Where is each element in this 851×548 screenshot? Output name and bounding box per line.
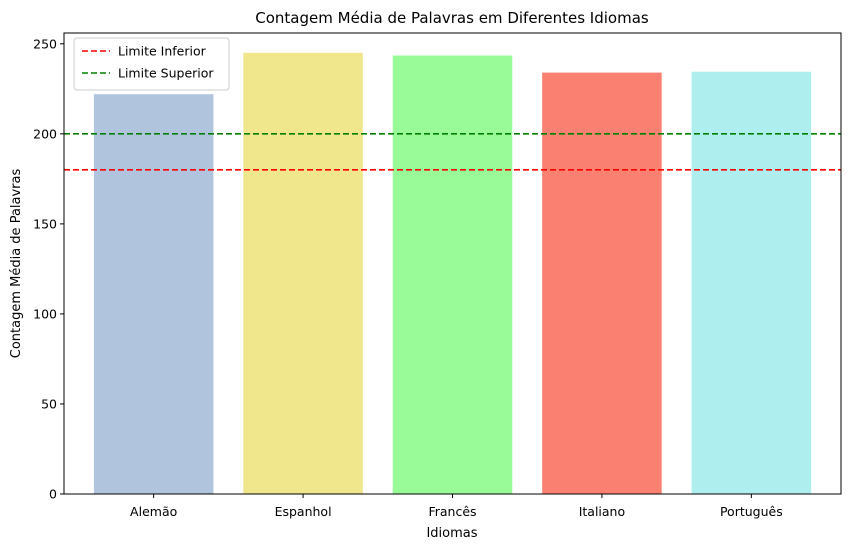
y-tick-label: 50 — [41, 396, 57, 411]
x-axis: Alemão Espanhol Francês Italiano Português — [130, 494, 783, 519]
y-axis: 0 50 100 150 200 250 — [33, 36, 64, 502]
bar-alemão — [93, 94, 214, 494]
y-tick-label: 200 — [33, 126, 57, 141]
y-axis-label: Contagem Média de Palavras — [9, 169, 24, 359]
chart-title: Contagem Média de Palavras em Diferentes… — [255, 9, 649, 27]
bar-português — [691, 71, 812, 494]
x-tick-label: Francês — [428, 504, 476, 519]
x-tick-label: Alemão — [130, 504, 177, 519]
legend-label: Limite Superior — [118, 66, 214, 81]
y-tick-label: 150 — [33, 216, 57, 231]
bar-italiano — [542, 72, 662, 494]
x-tick-label: Italiano — [579, 504, 625, 519]
bar-francês — [392, 55, 513, 494]
y-tick-label: 0 — [49, 487, 57, 502]
x-axis-label: Idiomas — [426, 526, 477, 541]
x-tick-label: Português — [720, 504, 783, 519]
bars-group — [93, 52, 812, 494]
bar-espanhol — [243, 52, 363, 494]
legend: Limite Inferior Limite Superior — [73, 37, 230, 91]
y-tick-label: 250 — [33, 36, 57, 51]
legend-frame — [73, 37, 230, 91]
reference-lines-group — [64, 133, 841, 171]
x-tick-label: Espanhol — [275, 504, 332, 519]
legend-label: Limite Inferior — [118, 44, 207, 59]
y-tick-label: 100 — [33, 306, 57, 321]
